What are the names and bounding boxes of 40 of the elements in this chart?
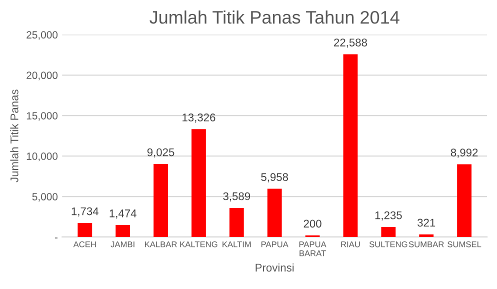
y-axis-title: Jumlah Titik Panas bbox=[10, 90, 18, 182]
x-tick-label: ACEH bbox=[73, 241, 96, 248]
bar bbox=[154, 164, 168, 237]
bar bbox=[457, 164, 472, 237]
data-label: 5,958 bbox=[261, 173, 288, 182]
chart-title: Jumlah Titik Panas Tahun 2014 bbox=[150, 10, 400, 24]
data-label: 8,992 bbox=[450, 148, 478, 158]
bar bbox=[78, 222, 92, 237]
bar bbox=[419, 234, 434, 237]
y-tick-label: 25,000 bbox=[26, 31, 58, 40]
data-label: 13,326 bbox=[182, 114, 216, 123]
data-label: 200 bbox=[304, 220, 322, 228]
x-axis-title: Provinsi bbox=[256, 263, 294, 272]
x-tick-label: PAPUA BARAT bbox=[299, 241, 326, 256]
bar bbox=[229, 208, 244, 237]
x-tick-label: JAMBI bbox=[110, 241, 134, 248]
data-label: 3,589 bbox=[223, 192, 250, 202]
data-label: 1,734 bbox=[72, 207, 98, 217]
data-label: 1,235 bbox=[375, 211, 402, 221]
bar bbox=[116, 225, 130, 237]
y-tick-label: 10,000 bbox=[26, 152, 58, 162]
x-tick-label: SUMBAR bbox=[408, 241, 444, 248]
x-tick-label: KALBAR bbox=[145, 241, 177, 248]
data-label: 321 bbox=[418, 218, 436, 227]
bar bbox=[267, 188, 282, 237]
data-label: 1,474 bbox=[110, 210, 136, 219]
x-tick-label: PAPUA bbox=[261, 241, 288, 248]
bar bbox=[381, 226, 396, 237]
y-tick-label: 20,000 bbox=[26, 72, 58, 80]
x-tick-label: KALTENG bbox=[180, 241, 218, 248]
x-tick-label: KALTIM bbox=[222, 241, 251, 248]
y-tick-label: 5,000 bbox=[32, 193, 58, 202]
data-label: 22,588 bbox=[334, 38, 367, 48]
x-tick-label: SUMSEL bbox=[448, 241, 482, 248]
x-tick-label: SULTENG bbox=[369, 241, 408, 248]
bar bbox=[343, 54, 358, 237]
data-label: 9,025 bbox=[147, 148, 174, 158]
x-tick-label: RIAU bbox=[341, 241, 360, 248]
y-tick-label: 15,000 bbox=[26, 112, 58, 121]
bar bbox=[192, 129, 206, 237]
